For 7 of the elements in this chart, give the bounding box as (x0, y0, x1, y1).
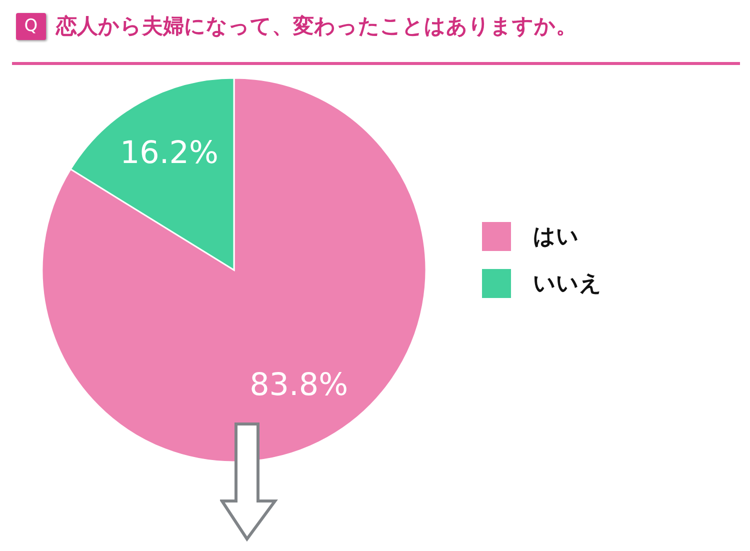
legend-label: いいえ (533, 272, 602, 296)
chart-title: 恋人から夫婦になって、変わったことはありますか。 (56, 13, 577, 40)
legend-label: はい (533, 224, 579, 250)
data-label: 83.8% (250, 367, 348, 404)
text: Q (16, 12, 46, 40)
data-label: 16.2% (120, 134, 218, 171)
pie-slice (41, 77, 427, 462)
